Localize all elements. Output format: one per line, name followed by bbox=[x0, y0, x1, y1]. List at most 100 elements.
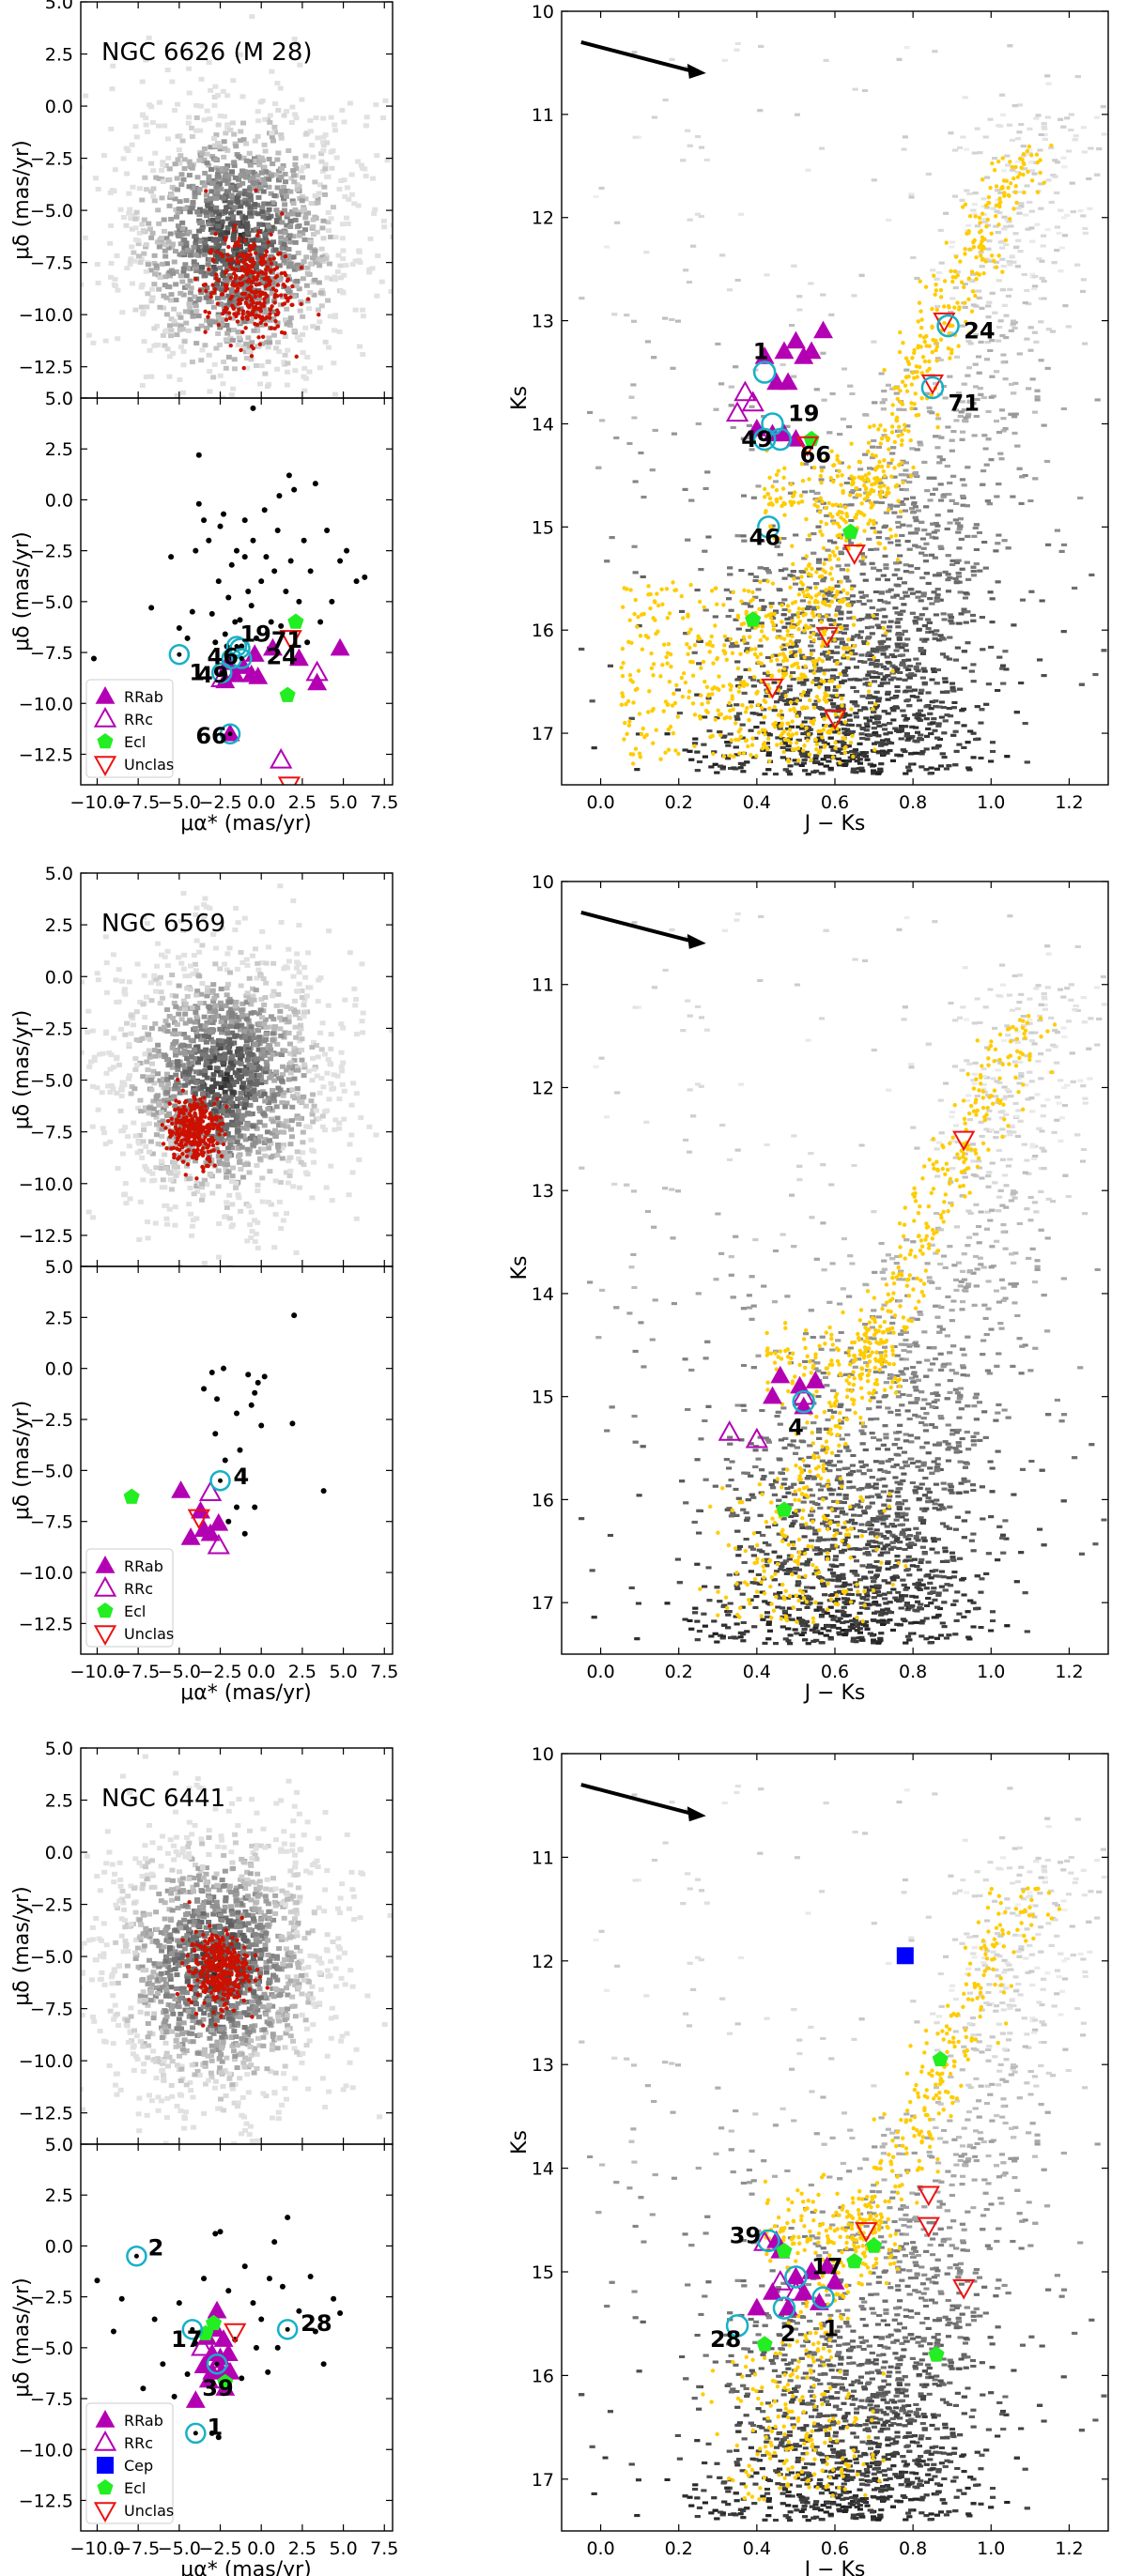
pm-member-star bbox=[235, 260, 239, 265]
pm-field-star bbox=[324, 275, 331, 281]
pm-field-star bbox=[139, 282, 146, 287]
pm-field-star bbox=[269, 276, 275, 282]
cmd-field-star bbox=[836, 630, 842, 634]
cmd-field-star bbox=[987, 117, 994, 121]
pm-member-star bbox=[197, 288, 202, 293]
cmd-field-star bbox=[820, 668, 826, 672]
pm-field-star bbox=[186, 229, 193, 235]
pm-field-star bbox=[296, 598, 302, 605]
pm-field-star bbox=[215, 330, 222, 336]
pm-field-star bbox=[132, 225, 139, 231]
pm-field-star bbox=[327, 314, 333, 319]
cmd-field-star bbox=[631, 51, 638, 54]
pm-field-star bbox=[175, 223, 181, 229]
pm-field-star bbox=[253, 635, 259, 641]
cmd-field-star bbox=[835, 564, 841, 568]
pm-field-star bbox=[164, 136, 171, 142]
pm-field-star bbox=[262, 234, 269, 239]
pm-field-star bbox=[228, 287, 235, 293]
cmd-field-star bbox=[877, 663, 884, 667]
pm-member-star bbox=[216, 322, 222, 328]
pm-field-star bbox=[147, 226, 153, 232]
pm-field-star bbox=[363, 123, 369, 129]
pm-field-star bbox=[339, 107, 346, 113]
pm-star-label: 66 bbox=[195, 723, 226, 749]
pm-top-ytick-label: −12.5 bbox=[19, 358, 73, 378]
cmd-field-star bbox=[733, 703, 740, 707]
pm-field-star bbox=[304, 299, 311, 304]
pm-member-star bbox=[257, 282, 262, 286]
pm-field-star bbox=[146, 221, 152, 226]
pm-field-star bbox=[193, 303, 199, 309]
pm-field-star bbox=[117, 207, 124, 212]
pm-field-star bbox=[300, 349, 306, 355]
pm-field-star bbox=[245, 192, 252, 198]
pm-bottom-ytick-label: −2.5 bbox=[30, 542, 73, 562]
cmd-field-star bbox=[995, 580, 1001, 584]
pm-field-star bbox=[196, 158, 203, 163]
pm-field-star bbox=[337, 263, 344, 268]
pm-field-star bbox=[173, 207, 179, 212]
pm-member-star bbox=[225, 257, 230, 263]
pm-field-star bbox=[206, 537, 212, 544]
cmd-field-star bbox=[987, 348, 994, 352]
pm-field-star bbox=[163, 295, 170, 300]
pm-field-star bbox=[168, 192, 175, 198]
cmd-field-star bbox=[587, 410, 594, 414]
cmd-field-star bbox=[934, 529, 940, 532]
pm-member-star bbox=[222, 308, 227, 313]
pm-field-star bbox=[238, 129, 244, 134]
pm-field-star bbox=[179, 138, 186, 144]
pm-field-star bbox=[240, 137, 247, 143]
pm-field-star bbox=[323, 140, 330, 146]
cmd-field-star bbox=[835, 757, 841, 760]
pm-field-star bbox=[264, 384, 270, 390]
pm-field-star bbox=[349, 261, 356, 267]
pm-field-star bbox=[229, 337, 236, 343]
pm-field-star bbox=[256, 222, 263, 227]
pm-field-star bbox=[362, 166, 368, 172]
pm-field-star bbox=[225, 293, 232, 299]
pm-field-star bbox=[300, 331, 306, 337]
pm-field-star bbox=[311, 292, 317, 298]
pm-field-star bbox=[229, 428, 235, 433]
pm-field-star bbox=[185, 328, 192, 333]
pm-field-star bbox=[95, 280, 101, 285]
pm-field-star bbox=[141, 251, 147, 256]
pm-member-star bbox=[272, 300, 277, 305]
pm-member-star bbox=[241, 365, 246, 371]
pm-field-star bbox=[255, 328, 261, 333]
cmd-field-star bbox=[913, 667, 919, 670]
pm-member-star bbox=[268, 307, 273, 313]
pm-field-star bbox=[281, 258, 287, 264]
cmd-field-star bbox=[960, 503, 966, 507]
cmd-field-star bbox=[889, 664, 896, 667]
pm-field-star bbox=[268, 242, 274, 248]
cmd-field-star bbox=[872, 590, 879, 593]
pm-field-star bbox=[145, 409, 150, 414]
pm-field-star bbox=[225, 354, 232, 360]
pm-field-star bbox=[270, 239, 277, 245]
cmd-field-star bbox=[903, 666, 909, 669]
pm-field-star bbox=[155, 343, 162, 348]
cmd-field-star bbox=[959, 567, 965, 571]
pm-field-star bbox=[278, 622, 285, 629]
pm-field-star bbox=[159, 449, 164, 453]
cmd-field-star bbox=[953, 749, 960, 753]
pm-field-star bbox=[225, 328, 232, 333]
pm-field-star bbox=[148, 374, 155, 379]
cmd-field-star bbox=[834, 715, 841, 719]
pm-member-star bbox=[263, 253, 268, 258]
pm-field-star bbox=[189, 125, 195, 130]
pm-field-star bbox=[275, 150, 282, 156]
pm-field-star bbox=[259, 98, 266, 103]
cmd-field-star bbox=[912, 621, 919, 625]
pm-field-star bbox=[228, 221, 235, 226]
legend-label-rrab: RRab bbox=[124, 688, 163, 706]
pm-field-star bbox=[162, 343, 168, 348]
pm-field-star bbox=[246, 190, 253, 195]
pm-field-star bbox=[262, 232, 269, 238]
pm-field-star bbox=[225, 189, 232, 194]
pm-field-star bbox=[320, 143, 327, 148]
cmd-field-star bbox=[848, 542, 855, 545]
